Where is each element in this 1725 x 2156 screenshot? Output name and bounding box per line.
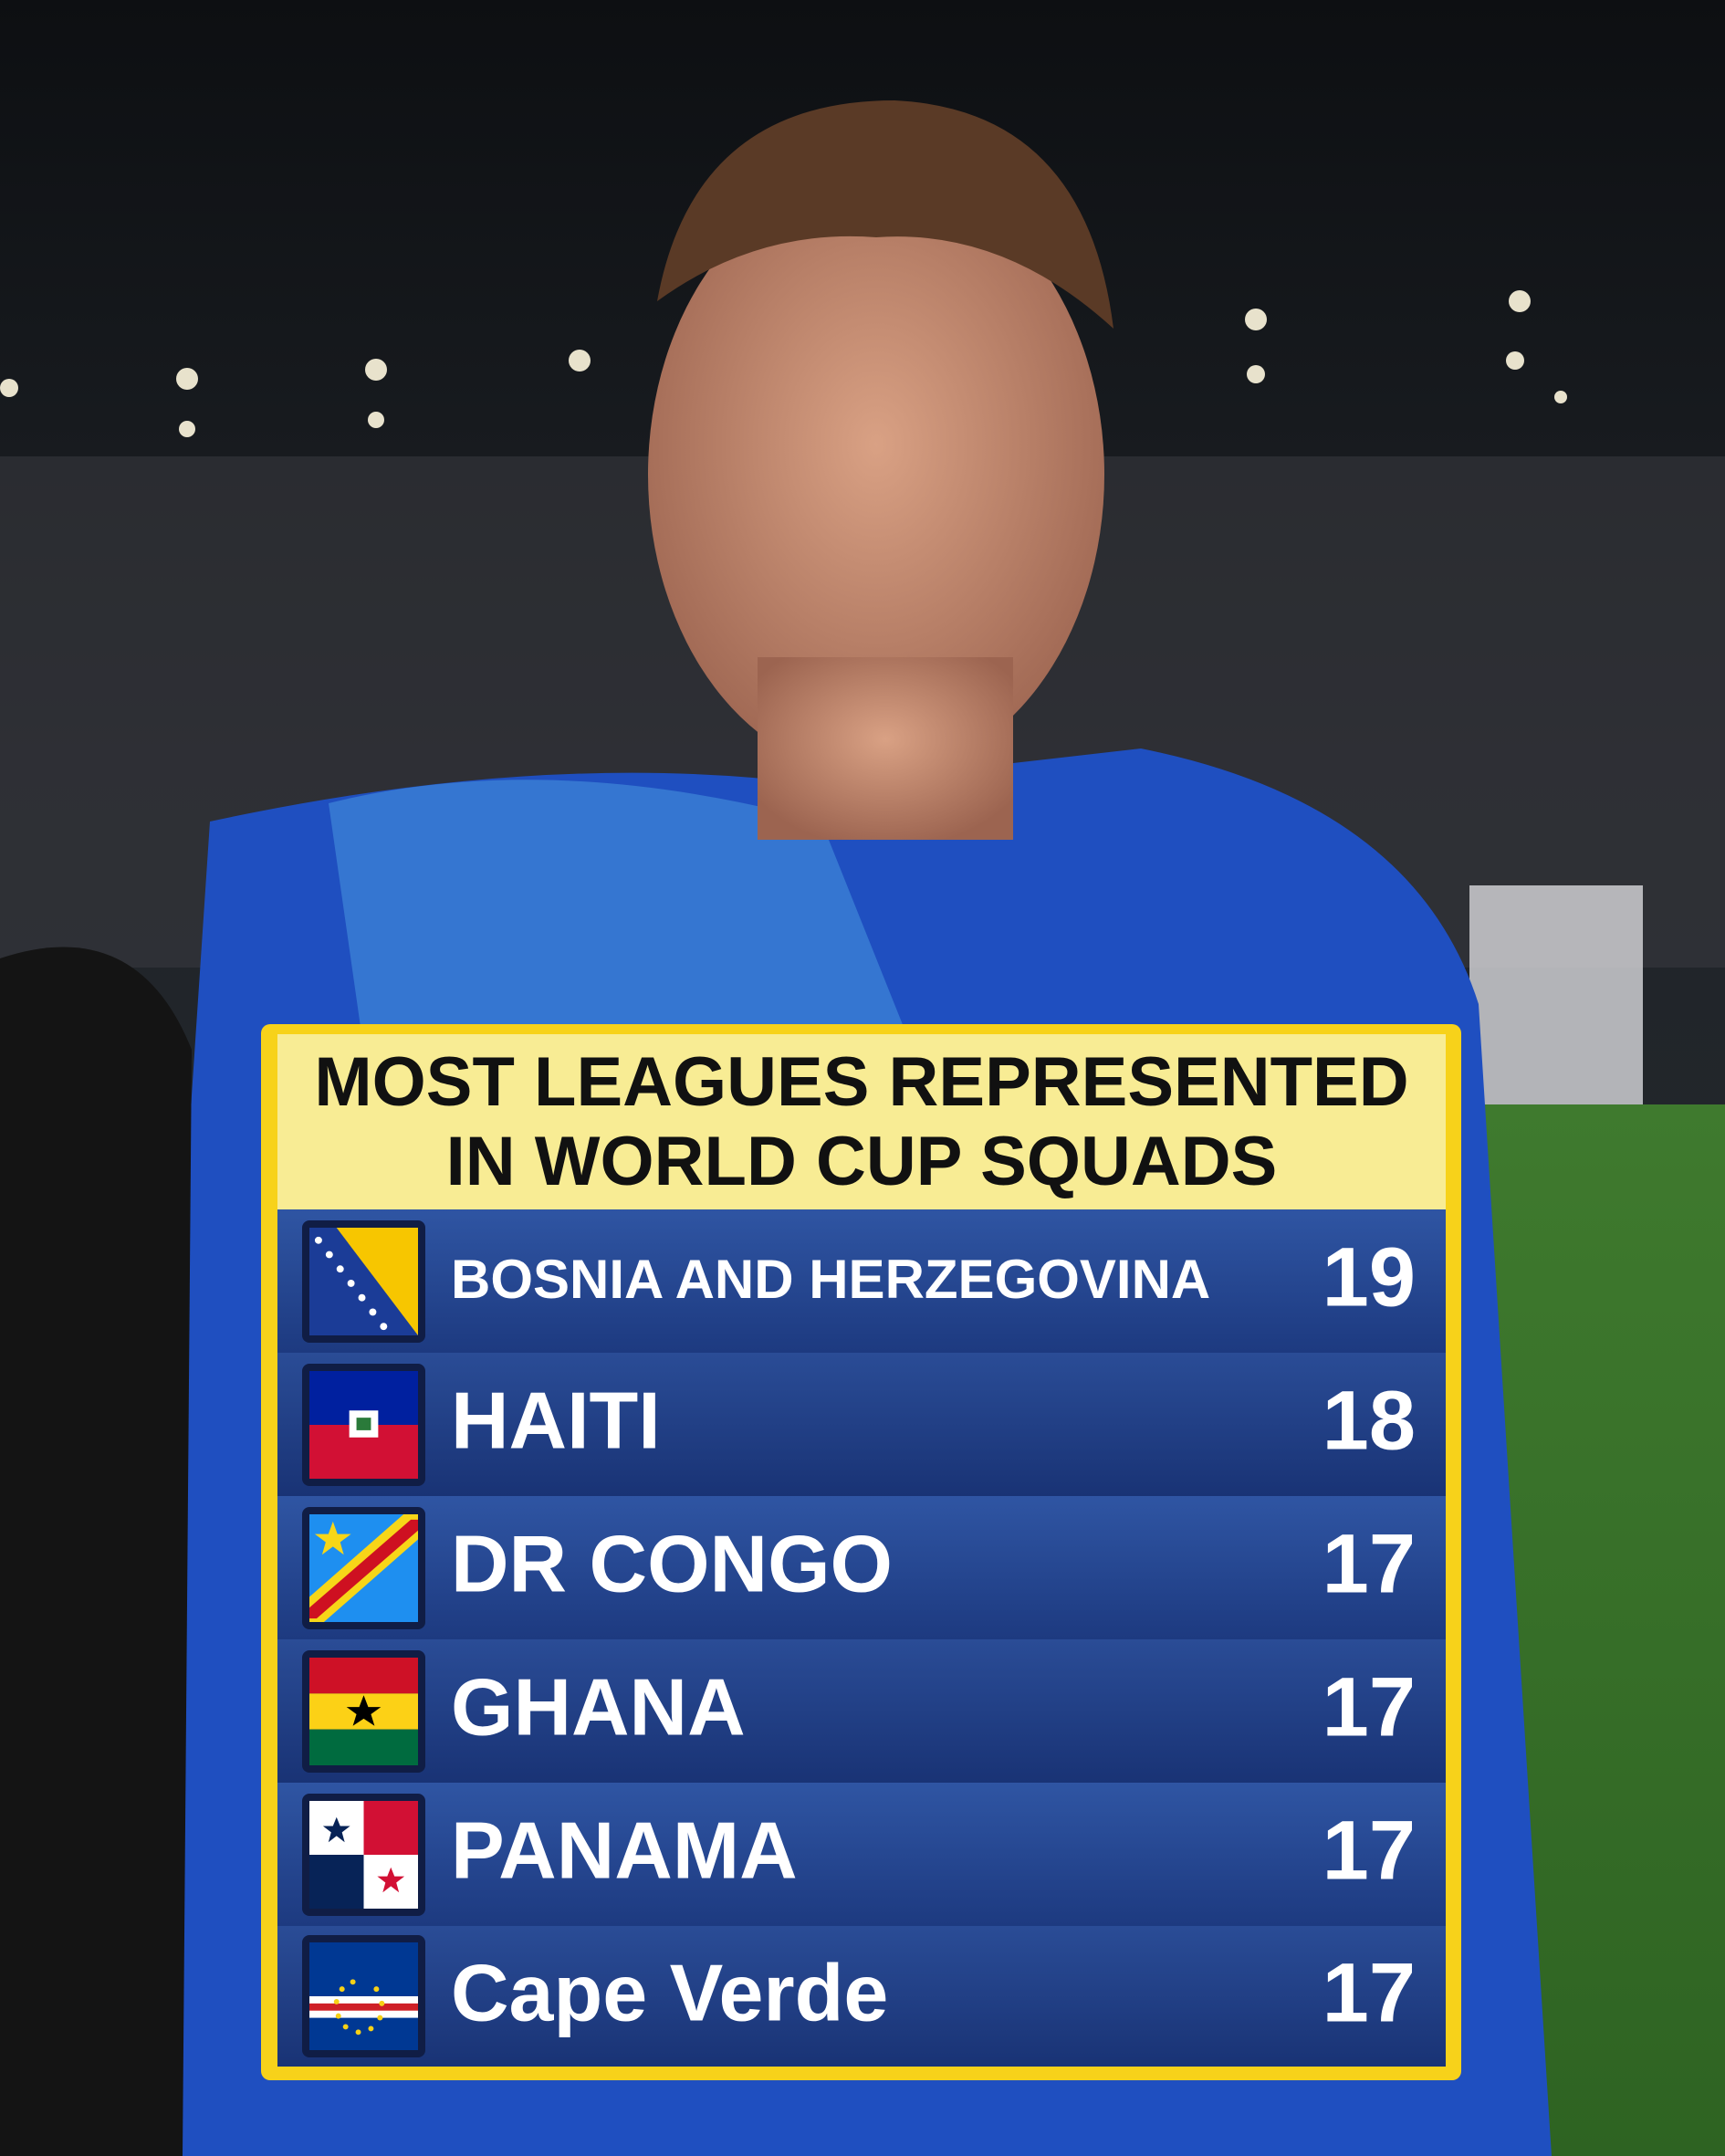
shape: [368, 2025, 374, 2032]
title-line: MOST LEAGUES REPRESENTED: [314, 1043, 1408, 1121]
shape: [336, 1265, 344, 1273]
shape: [333, 1998, 340, 2004]
shape: [346, 1695, 382, 1726]
shape: [380, 1323, 388, 1331]
row: Cape Verde 17: [277, 1926, 1446, 2067]
league-count: 19: [1322, 1230, 1416, 1324]
flag-bosnia: [309, 1228, 418, 1335]
shape: [277, 1496, 1446, 1639]
shape: [0, 290, 1567, 437]
shape: [1245, 309, 1267, 330]
shape: [1554, 391, 1567, 403]
ranking-panel: MOST LEAGUES REPRESENTED IN WORLD CUP SQ…: [261, 1024, 1461, 2080]
flag-ghana: [309, 1658, 418, 1765]
shape: [1469, 885, 1643, 1104]
shape: [277, 1926, 1446, 2067]
header-background: [277, 1034, 1446, 1209]
league-count: 17: [1322, 1660, 1416, 1753]
flag-dr-congo: [309, 1514, 418, 1622]
shape: [314, 1236, 388, 1331]
shape: [336, 1228, 418, 1335]
league-count: 17: [1322, 1946, 1416, 2039]
country-name: HAITI: [451, 1375, 661, 1465]
country-name: DR CONGO: [451, 1518, 893, 1608]
shape: [648, 173, 1104, 776]
shape: [322, 1816, 350, 1843]
country-name: Cape Verde: [451, 1947, 888, 2037]
shape: [179, 421, 195, 437]
shape: [277, 1209, 1446, 1353]
shape: [325, 1251, 333, 1259]
shape: [377, 2015, 383, 2021]
flag-panama: [309, 1801, 418, 1909]
row: HAITI 18: [277, 1353, 1446, 1496]
flag-haiti: [309, 1371, 418, 1479]
shape: [373, 1986, 380, 1993]
row: BOSNIA AND HERZEGOVINA 19: [277, 1209, 1446, 1353]
shape: [1509, 290, 1531, 312]
shape: [176, 368, 198, 390]
shape: [335, 2013, 341, 2019]
shape: [347, 1280, 355, 1287]
shape: [333, 1979, 385, 2036]
shape: [309, 2003, 418, 2011]
title-line: IN WORLD CUP SQUADS: [446, 1123, 1278, 1200]
shape: [309, 1729, 418, 1765]
shape: [309, 1658, 418, 1694]
shape: [342, 2024, 349, 2030]
shape: [314, 1236, 322, 1244]
shape: [657, 100, 1113, 329]
shape: [1506, 351, 1524, 370]
row: DR CONGO 17: [277, 1496, 1446, 1639]
shape: [365, 359, 387, 381]
shape: [350, 1979, 356, 1985]
country-name: GHANA: [451, 1661, 746, 1752]
shape: [309, 1519, 418, 1619]
shape: [1247, 365, 1265, 383]
shape: [277, 1783, 1446, 1926]
shape: [355, 2029, 361, 2036]
shape: [377, 1867, 405, 1893]
row: PANAMA 17: [277, 1783, 1446, 1926]
shape: [369, 1308, 377, 1316]
shape: [309, 1855, 364, 1909]
shape: [363, 1801, 418, 1855]
flag-cape-verde: [309, 1942, 418, 2050]
row: GHANA 17: [277, 1639, 1446, 1783]
league-count: 17: [1322, 1517, 1416, 1610]
country-name: PANAMA: [451, 1805, 798, 1895]
league-count: 18: [1322, 1374, 1416, 1467]
shape: [277, 1639, 1446, 1783]
shape: [0, 947, 192, 2156]
shape: [277, 1353, 1446, 1496]
shape: [0, 379, 18, 397]
shape: [356, 1418, 371, 1430]
shape: [314, 1521, 351, 1555]
shape: [758, 657, 1013, 840]
league-count: 17: [1322, 1804, 1416, 1897]
shape: [379, 2000, 385, 2006]
shape: [569, 350, 591, 372]
country-name: BOSNIA AND HERZEGOVINA: [451, 1249, 1210, 1310]
shape: [358, 1293, 366, 1302]
shape: [368, 412, 384, 428]
shape: [339, 1986, 345, 1993]
